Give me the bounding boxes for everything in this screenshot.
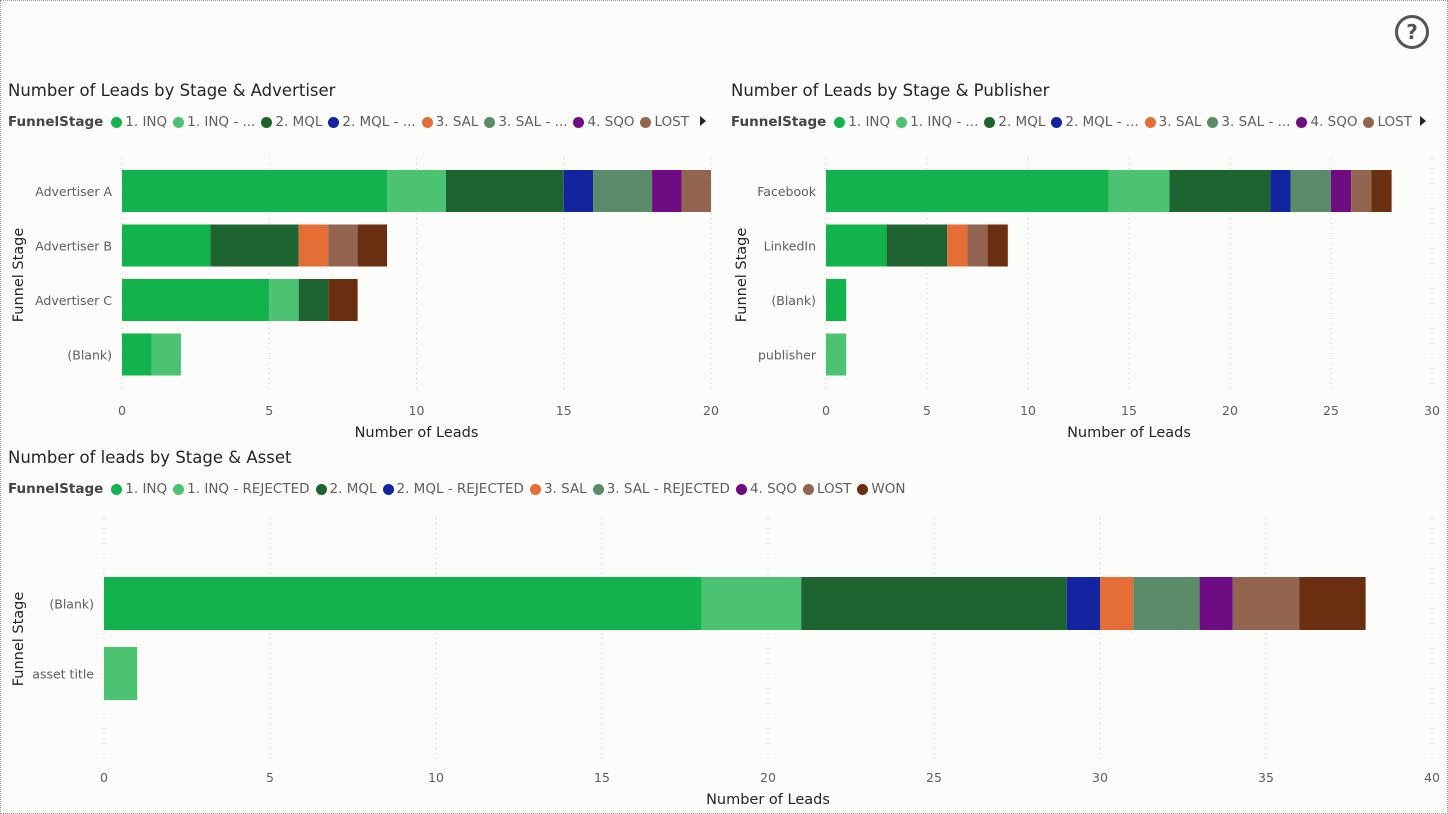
- legend-item[interactable]: LOST: [640, 114, 689, 130]
- legend-item[interactable]: 2. MQL - ...: [328, 114, 416, 130]
- legend-dot-icon: [529, 483, 541, 495]
- publisher-legend-next-arrow-icon[interactable]: [1420, 116, 1426, 126]
- legend-item-label: 1. INQ - ...: [910, 114, 979, 130]
- legend-title: FunnelStage: [731, 114, 827, 130]
- legend-dot-icon: [382, 483, 394, 495]
- legend-item-label: 4. SQO: [587, 114, 635, 130]
- advertiser-legend: FunnelStage 1. INQ 1. INQ - ... 2. MQL 2. MQ…: [8, 114, 693, 130]
- legend-title: FunnelStage: [8, 114, 104, 130]
- legend-dot-icon: [834, 116, 846, 128]
- legend-dot-icon: [896, 116, 908, 128]
- legend-item-label: 3. SAL - REJECTED: [606, 481, 730, 497]
- publisher-chart-title: Number of Leads by Stage & Publisher: [731, 81, 1050, 100]
- legend-item-label: 2. MQL - ...: [1065, 114, 1139, 130]
- legend-dot-icon: [1207, 116, 1219, 128]
- legend-item-label: 2. MQL: [275, 114, 323, 130]
- legend-item[interactable]: 1. INQ: [111, 114, 167, 130]
- legend-item-label: LOST: [654, 114, 689, 130]
- asset-legend: FunnelStage 1. INQ 1. INQ - REJECTED 2. MQL…: [8, 481, 1008, 497]
- legend-dot-icon: [1144, 116, 1156, 128]
- legend-dot-icon: [984, 116, 996, 128]
- legend-dot-icon: [421, 116, 433, 128]
- legend-item[interactable]: 2. MQL - ...: [1051, 114, 1139, 130]
- legend-dot-icon: [592, 483, 604, 495]
- legend-item-label: 4. SQO: [1310, 114, 1358, 130]
- legend-item[interactable]: 2. MQL - REJECTED: [382, 481, 524, 497]
- legend-dot-icon: [857, 483, 869, 495]
- legend-dot-icon: [1363, 116, 1375, 128]
- legend-dot-icon: [111, 116, 123, 128]
- legend-item-label: 3. SAL - ...: [498, 114, 568, 130]
- legend-item-label: 4. SQO: [749, 481, 797, 497]
- legend-item[interactable]: LOST: [802, 481, 852, 497]
- advertiser-chart-visual[interactable]: Number of Leads by Stage & Advertiser Fu…: [8, 81, 708, 441]
- legend-item-label: 3. SAL: [435, 114, 479, 130]
- legend-dot-icon: [1051, 116, 1063, 128]
- legend-item-label: 2. MQL: [329, 481, 377, 497]
- legend-dot-icon: [111, 483, 123, 495]
- legend-item[interactable]: 3. SAL - REJECTED: [592, 481, 730, 497]
- legend-item-label: 1. INQ: [125, 481, 168, 497]
- legend-item[interactable]: 4. SQO: [573, 114, 634, 130]
- asset-chart-visual[interactable]: Number of leads by Stage & Asset FunnelS…: [8, 448, 1438, 808]
- legend-item[interactable]: 4. SQO: [1296, 114, 1357, 130]
- legend-item-label: LOST: [816, 481, 852, 497]
- legend-item[interactable]: 3. SAL: [421, 114, 479, 130]
- legend-dot-icon: [173, 116, 185, 128]
- legend-item[interactable]: LOST: [1363, 114, 1412, 130]
- legend-dot-icon: [640, 116, 652, 128]
- legend-item-label: 1. INQ - REJECTED: [187, 481, 310, 497]
- legend-dot-icon: [328, 116, 340, 128]
- legend-item-label: 1. INQ - ...: [187, 114, 256, 130]
- legend-item[interactable]: 1. INQ - ...: [173, 114, 255, 130]
- legend-item[interactable]: 3. SAL: [1144, 114, 1202, 130]
- legend-dot-icon: [573, 116, 585, 128]
- legend-dot-icon: [261, 116, 273, 128]
- help-icon[interactable]: ?: [1395, 15, 1429, 49]
- legend-dot-icon: [315, 483, 327, 495]
- legend-dot-icon: [802, 483, 814, 495]
- legend-item[interactable]: WON: [857, 481, 906, 497]
- legend-item[interactable]: 2. MQL: [261, 114, 322, 130]
- legend-item-label: 2. MQL - ...: [342, 114, 416, 130]
- legend-item-label: 3. SAL: [543, 481, 587, 497]
- legend-item-label: 2. MQL - REJECTED: [396, 481, 524, 497]
- legend-dot-icon: [173, 483, 185, 495]
- legend-dot-icon: [484, 116, 496, 128]
- publisher-legend: FunnelStage 1. INQ 1. INQ - ... 2. MQL 2. MQ…: [731, 114, 1416, 130]
- legend-item[interactable]: 1. INQ - REJECTED: [173, 481, 310, 497]
- legend-item[interactable]: 3. SAL - ...: [484, 114, 567, 130]
- advertiser-legend-next-arrow-icon[interactable]: [700, 116, 706, 126]
- legend-item-label: 3. SAL - ...: [1221, 114, 1291, 130]
- legend-item-label: 1. INQ: [848, 114, 891, 130]
- legend-item-label: 3. SAL: [1158, 114, 1202, 130]
- legend-item[interactable]: 3. SAL - ...: [1207, 114, 1290, 130]
- legend-item[interactable]: 1. INQ - ...: [896, 114, 978, 130]
- advertiser-chart-title: Number of Leads by Stage & Advertiser: [8, 81, 336, 100]
- legend-item[interactable]: 2. MQL: [984, 114, 1045, 130]
- asset-chart-title: Number of leads by Stage & Asset: [8, 448, 292, 467]
- legend-item-label: WON: [871, 481, 906, 497]
- legend-dot-icon: [1296, 116, 1308, 128]
- legend-item[interactable]: 4. SQO: [735, 481, 797, 497]
- legend-item[interactable]: 3. SAL: [529, 481, 587, 497]
- legend-item[interactable]: 2. MQL: [315, 481, 377, 497]
- legend-item-label: LOST: [1377, 114, 1412, 130]
- legend-item-label: 2. MQL: [998, 114, 1046, 130]
- legend-title: FunnelStage: [8, 481, 104, 497]
- publisher-chart-visual[interactable]: Number of Leads by Stage & Publisher Fun…: [731, 81, 1436, 441]
- legend-dot-icon: [735, 483, 747, 495]
- legend-item[interactable]: 1. INQ: [834, 114, 890, 130]
- legend-item-label: 1. INQ: [125, 114, 168, 130]
- legend-item[interactable]: 1. INQ: [111, 481, 167, 497]
